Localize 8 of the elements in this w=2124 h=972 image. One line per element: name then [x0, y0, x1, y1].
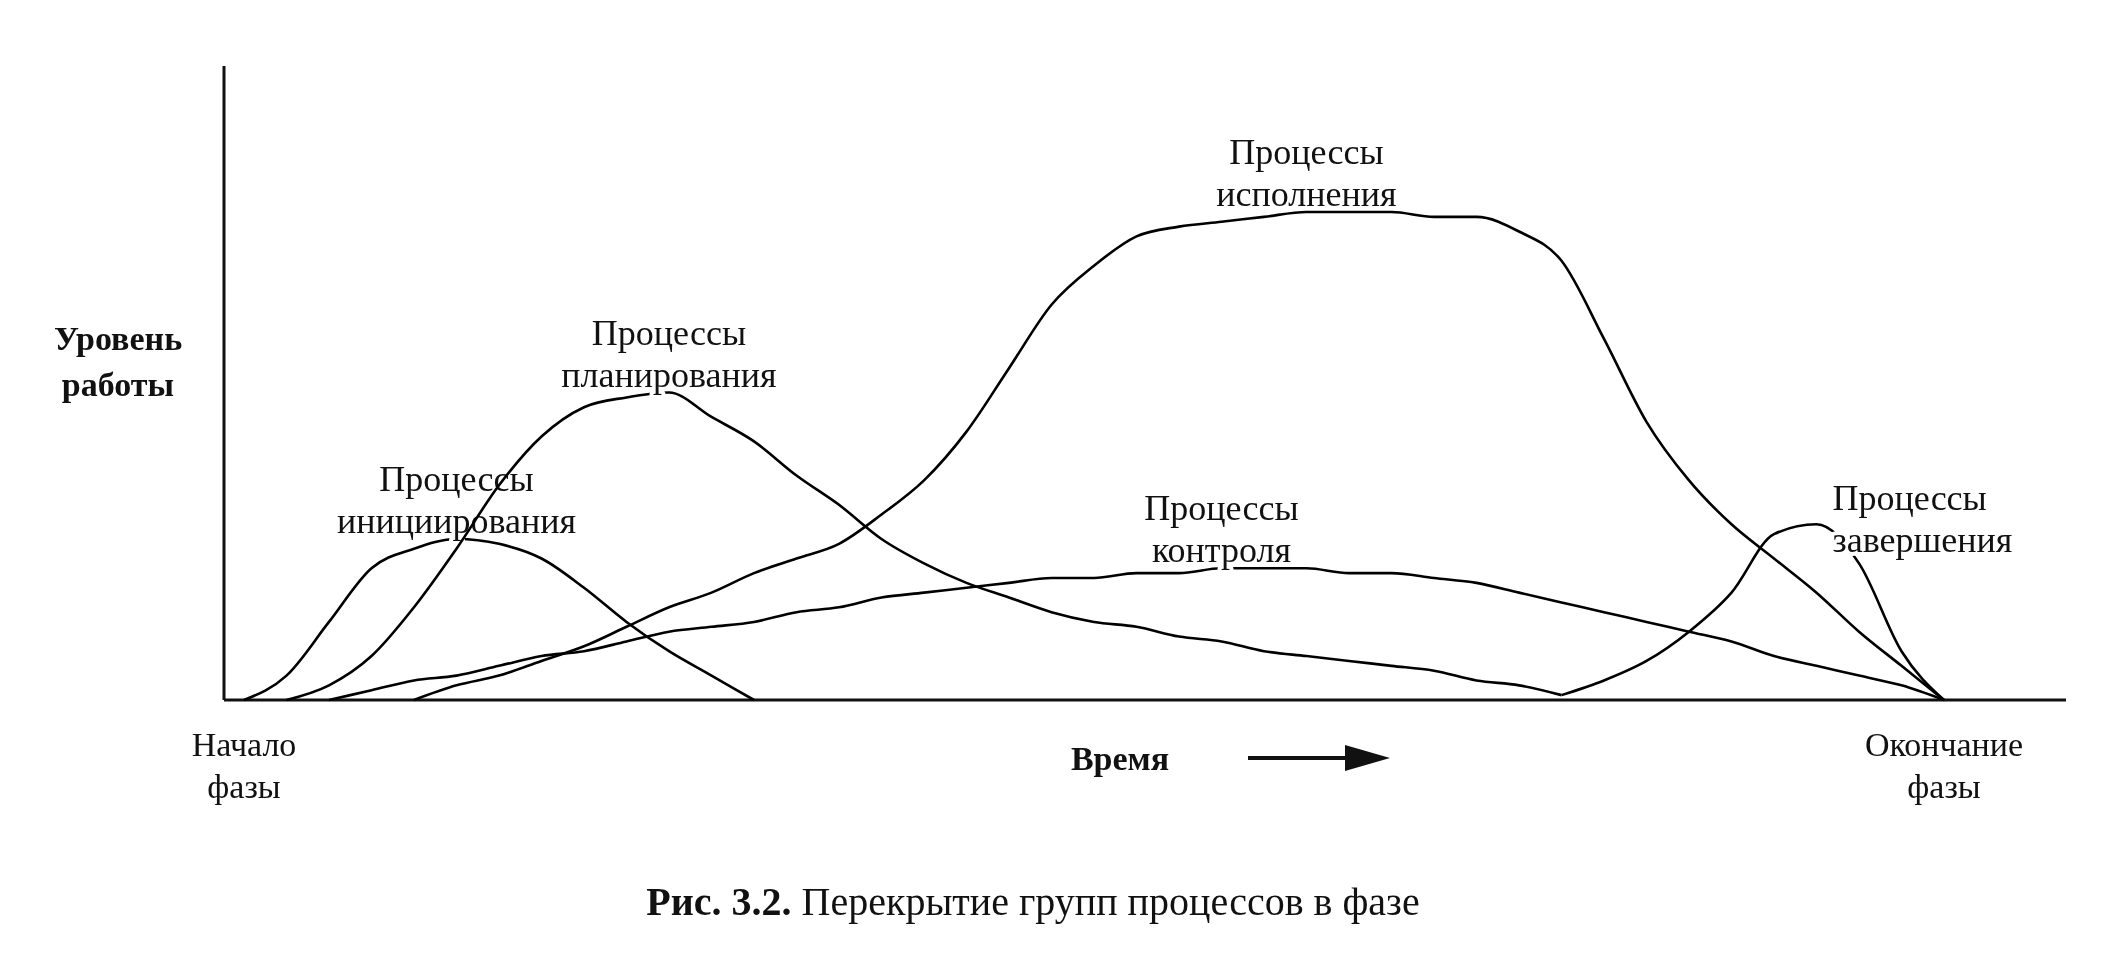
series-label: Процессы контроля: [1144, 488, 1299, 571]
series-label: Процессы планирования: [561, 312, 777, 395]
y-axis-title: Уровень работы: [53, 320, 183, 403]
series-label: Процессы исполнения: [1216, 132, 1397, 214]
x-tick-label: Окончание фазы: [1864, 726, 2024, 805]
text: Рис. 3.2. Перекрытие групп процессов в фазе: [646, 879, 1420, 924]
x-axis-title: Время: [1070, 740, 1170, 777]
x-tick-label: Начало фазы: [191, 726, 297, 805]
